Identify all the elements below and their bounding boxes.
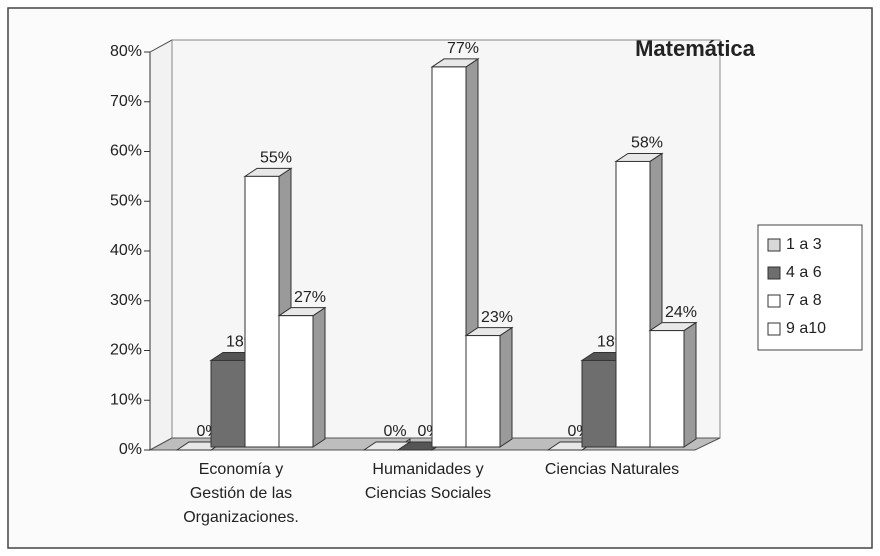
y-tick-label: 30%	[110, 292, 142, 309]
x-tick-label: Ciencias Naturales	[544, 461, 680, 478]
y-tick-label: 50%	[110, 192, 142, 209]
bar-side	[312, 306, 326, 448]
x-tick-label: Economía y Gestión de las Organizaciones…	[183, 461, 299, 526]
data-label: 77%	[447, 40, 479, 57]
y-tick-label: 20%	[110, 342, 142, 359]
data-label: 23%	[481, 309, 513, 326]
side-wall	[149, 39, 173, 451]
chart-title: Matemática	[635, 36, 756, 61]
bar	[244, 175, 280, 448]
data-label: 55%	[260, 150, 292, 167]
legend-swatch	[767, 238, 781, 252]
data-label: 0%	[383, 423, 406, 440]
y-tick-label: 0%	[119, 441, 142, 458]
legend-label: 9 a10	[786, 320, 826, 337]
bar	[465, 335, 501, 448]
legend-label: 4 a 6	[786, 264, 822, 281]
bar-side	[499, 326, 513, 448]
y-tick-label: 10%	[110, 391, 142, 408]
bar	[431, 66, 467, 448]
data-label: 27%	[294, 289, 326, 306]
y-tick-label: 80%	[110, 43, 142, 60]
bar	[581, 359, 617, 448]
y-tick-label: 40%	[110, 242, 142, 259]
bar	[649, 330, 685, 448]
y-tick-label: 60%	[110, 143, 142, 160]
data-label: 24%	[665, 304, 697, 321]
y-tick-label: 70%	[110, 93, 142, 110]
legend-swatch	[767, 322, 781, 336]
legend-label: 7 a 8	[786, 292, 822, 309]
data-label: 58%	[631, 135, 663, 152]
legend-swatch	[767, 294, 781, 308]
bar-side	[683, 321, 697, 448]
bar	[278, 315, 314, 448]
bar	[210, 359, 246, 448]
x-tick-label: Humanidades y Ciencias Sociales	[364, 461, 492, 502]
legend-swatch	[767, 266, 781, 280]
bar	[615, 160, 651, 448]
legend-label: 1 a 3	[786, 236, 822, 253]
